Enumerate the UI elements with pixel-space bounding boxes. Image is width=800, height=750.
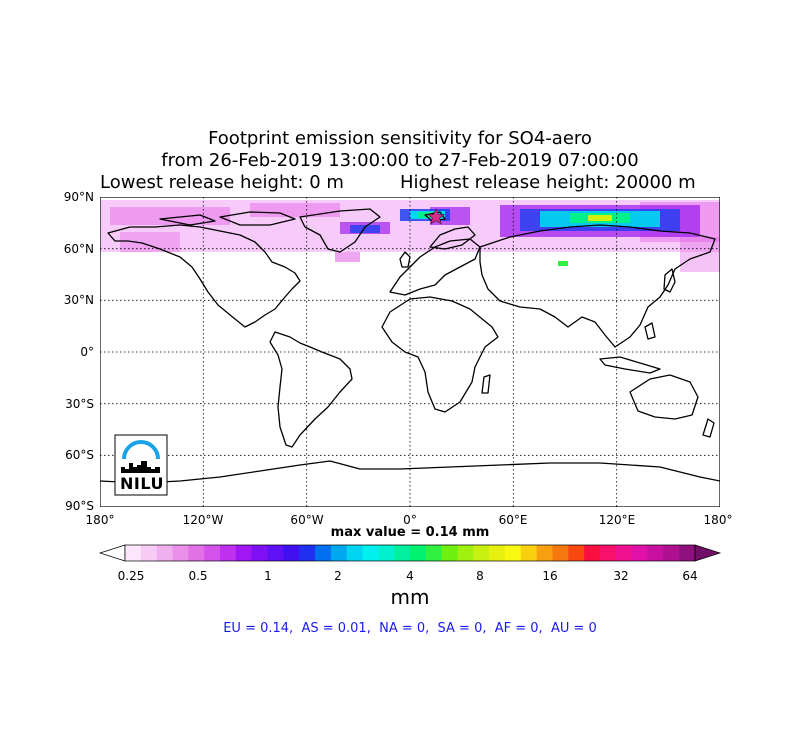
- colorbar: [98, 544, 722, 562]
- world-map[interactable]: [100, 197, 720, 507]
- lat-label-30s: 30°S: [65, 397, 94, 411]
- colorbar-segment: [220, 545, 237, 561]
- release-point-star: [427, 208, 445, 225]
- coastlines: [100, 208, 720, 484]
- map-title-line2: from 26-Feb-2019 13:00:00 to 27-Feb-2019…: [161, 150, 639, 171]
- colorbar-tick-64: 64: [682, 569, 698, 583]
- colorbar-segment: [188, 545, 205, 561]
- colorbar-segment: [204, 545, 221, 561]
- colorbar-segment: [457, 545, 474, 561]
- colorbar-segment: [679, 545, 696, 561]
- lat-label-60s: 60°S: [65, 448, 94, 462]
- colorbar-segment: [267, 545, 284, 561]
- lon-label-60w: 60°W: [290, 513, 324, 527]
- map-title-line1: Footprint emission sensitivity for SO4-a…: [208, 128, 592, 149]
- colorbar-segment: [552, 545, 569, 561]
- colorbar-segment: [172, 545, 189, 561]
- lon-label-0: 0°: [403, 513, 417, 527]
- lat-label-60n: 60°N: [63, 242, 94, 256]
- colorbar-segment: [600, 545, 617, 561]
- colorbar-segment: [489, 545, 506, 561]
- colorbar-segment: [394, 545, 411, 561]
- colorbar-tick-0-5: 0.5: [188, 569, 208, 583]
- colorbar-segment: [283, 545, 300, 561]
- lat-label-30n: 30°N: [63, 293, 94, 307]
- colorbar-extend-low: [98, 544, 126, 562]
- lowest-release-height: Lowest release height: 0 m: [100, 172, 344, 193]
- colorbar-tick-16: 16: [542, 569, 558, 583]
- colorbar-tick-32: 32: [613, 569, 629, 583]
- colorbar-unit-label: mm: [390, 585, 430, 609]
- colorbar-frame: [124, 544, 696, 562]
- colorbar-segment: [330, 545, 348, 561]
- colorbar-segment: [647, 545, 664, 561]
- colorbar-segment: [378, 545, 395, 561]
- colorbar-segment: [473, 545, 490, 561]
- colorbar-segment: [663, 545, 680, 561]
- colorbar-segment: [441, 545, 458, 561]
- colorbar-segment: [631, 545, 648, 561]
- colorbar-segment: [299, 545, 316, 561]
- graticule: [100, 197, 720, 507]
- colorbar-tick-0-25: 0.25: [117, 569, 145, 583]
- colorbar-segment: [568, 545, 585, 561]
- lon-label-180e: 180°: [703, 513, 733, 527]
- colorbar-segment: [505, 545, 522, 561]
- nilu-logo-text: NILU: [120, 474, 164, 493]
- colorbar-segment: [362, 545, 379, 561]
- colorbar-segment: [235, 545, 253, 561]
- lon-label-180w: 180°: [85, 513, 115, 527]
- nilu-logo: [114, 434, 168, 496]
- max-value-label: max value = 0.14 mm: [330, 525, 490, 540]
- highest-release-height: Highest release height: 20000 m: [400, 172, 696, 193]
- colorbar-segment: [156, 545, 173, 561]
- colorbar-tick-1: 1: [264, 569, 272, 583]
- lon-label-120w: 120°W: [182, 513, 224, 527]
- colorbar-tick-4: 4: [406, 569, 414, 583]
- colorbar-segment: [251, 545, 268, 561]
- colorbar-segment: [315, 545, 332, 561]
- lat-label-0: 0°: [80, 345, 94, 359]
- colorbar-tick-8: 8: [476, 569, 484, 583]
- colorbar-segment: [425, 545, 443, 561]
- colorbar-segment: [536, 545, 553, 561]
- lat-label-90s: 90°S: [65, 499, 94, 513]
- lat-label-90n: 90°N: [63, 190, 94, 204]
- colorbar-segment: [520, 545, 538, 561]
- colorbar-extend-high: [694, 544, 722, 562]
- colorbar-segment: [346, 545, 363, 561]
- colorbar-segment: [615, 545, 633, 561]
- colorbar-segment: [584, 545, 601, 561]
- colorbar-segment: [125, 545, 142, 561]
- lon-label-60e: 60°E: [498, 513, 528, 527]
- regional-summary: EU = 0.14, AS = 0.01, NA = 0, SA = 0, AF…: [223, 621, 597, 636]
- colorbar-segment: [410, 545, 427, 561]
- colorbar-tick-2: 2: [334, 569, 342, 583]
- lon-label-120e: 120°E: [598, 513, 636, 527]
- colorbar-segment: [140, 545, 158, 561]
